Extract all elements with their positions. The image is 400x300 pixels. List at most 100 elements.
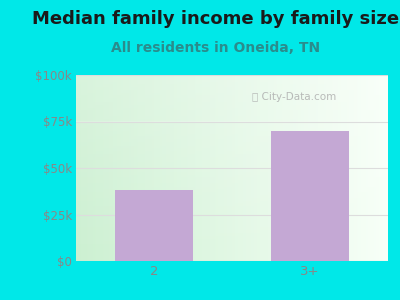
Bar	[76, 208, 388, 209]
Bar	[308, 75, 310, 261]
Bar	[92, 75, 93, 261]
Bar	[88, 75, 90, 261]
Bar	[301, 75, 302, 261]
Bar	[235, 75, 237, 261]
Bar	[76, 100, 388, 101]
Bar	[369, 75, 371, 261]
Bar	[76, 178, 388, 179]
Bar	[379, 75, 380, 261]
Bar	[76, 205, 388, 206]
Bar	[196, 75, 198, 261]
Bar	[76, 105, 388, 106]
Bar	[76, 103, 388, 104]
Bar	[76, 177, 388, 178]
Bar	[380, 75, 382, 261]
Bar	[198, 75, 199, 261]
Bar	[76, 148, 388, 149]
Bar	[213, 75, 215, 261]
Bar	[372, 75, 374, 261]
Bar	[106, 75, 107, 261]
Bar	[145, 75, 146, 261]
Bar	[76, 244, 388, 245]
Bar	[76, 76, 388, 77]
Bar	[76, 225, 388, 226]
Bar	[248, 75, 249, 261]
Bar	[174, 75, 176, 261]
Bar	[134, 75, 135, 261]
Bar	[207, 75, 209, 261]
Bar	[76, 176, 388, 177]
Bar	[227, 75, 229, 261]
Bar	[76, 134, 388, 135]
Bar	[206, 75, 207, 261]
Bar	[87, 75, 88, 261]
Bar	[115, 190, 193, 261]
Bar	[76, 77, 388, 78]
Bar	[146, 75, 148, 261]
Bar	[76, 131, 388, 132]
Bar	[304, 75, 305, 261]
Bar	[76, 84, 388, 85]
Bar	[76, 160, 388, 161]
Bar	[76, 94, 388, 95]
Bar	[76, 165, 388, 166]
Bar	[243, 75, 244, 261]
Bar	[383, 75, 385, 261]
Bar	[76, 92, 388, 93]
Bar	[362, 75, 363, 261]
Bar	[238, 75, 240, 261]
Bar	[76, 213, 388, 214]
Bar	[121, 75, 123, 261]
Bar	[76, 223, 388, 224]
Bar	[76, 172, 388, 174]
Bar	[76, 137, 388, 138]
Bar	[76, 141, 388, 142]
Bar	[365, 75, 366, 261]
Bar	[100, 75, 101, 261]
Bar	[76, 210, 388, 211]
Bar	[76, 111, 388, 112]
Bar	[319, 75, 321, 261]
Bar	[293, 75, 294, 261]
Bar	[218, 75, 220, 261]
Bar	[254, 75, 255, 261]
Bar	[76, 159, 388, 160]
Bar	[338, 75, 340, 261]
Bar	[76, 240, 388, 241]
Bar	[76, 82, 388, 83]
Bar	[76, 260, 388, 261]
Bar	[76, 163, 388, 164]
Bar	[371, 75, 372, 261]
Bar	[137, 75, 138, 261]
Bar	[76, 182, 388, 183]
Bar	[152, 75, 154, 261]
Bar	[76, 90, 388, 91]
Bar	[76, 181, 388, 182]
Bar	[229, 75, 230, 261]
Bar	[348, 75, 349, 261]
Bar	[366, 75, 368, 261]
Bar	[76, 127, 388, 128]
Bar	[76, 107, 388, 109]
Bar	[112, 75, 114, 261]
Bar	[241, 75, 243, 261]
Bar	[221, 75, 223, 261]
Bar	[352, 75, 354, 261]
Bar	[129, 75, 130, 261]
Bar	[349, 75, 350, 261]
Bar	[76, 259, 388, 260]
Bar	[230, 75, 232, 261]
Bar	[76, 155, 388, 156]
Bar	[171, 75, 173, 261]
Bar	[272, 75, 274, 261]
Bar	[76, 162, 388, 163]
Bar	[76, 101, 388, 102]
Bar	[251, 75, 252, 261]
Bar	[296, 75, 298, 261]
Bar	[344, 75, 346, 261]
Bar	[76, 123, 388, 124]
Bar	[76, 130, 388, 131]
Bar	[194, 75, 196, 261]
Bar	[76, 125, 388, 126]
Bar	[326, 75, 327, 261]
